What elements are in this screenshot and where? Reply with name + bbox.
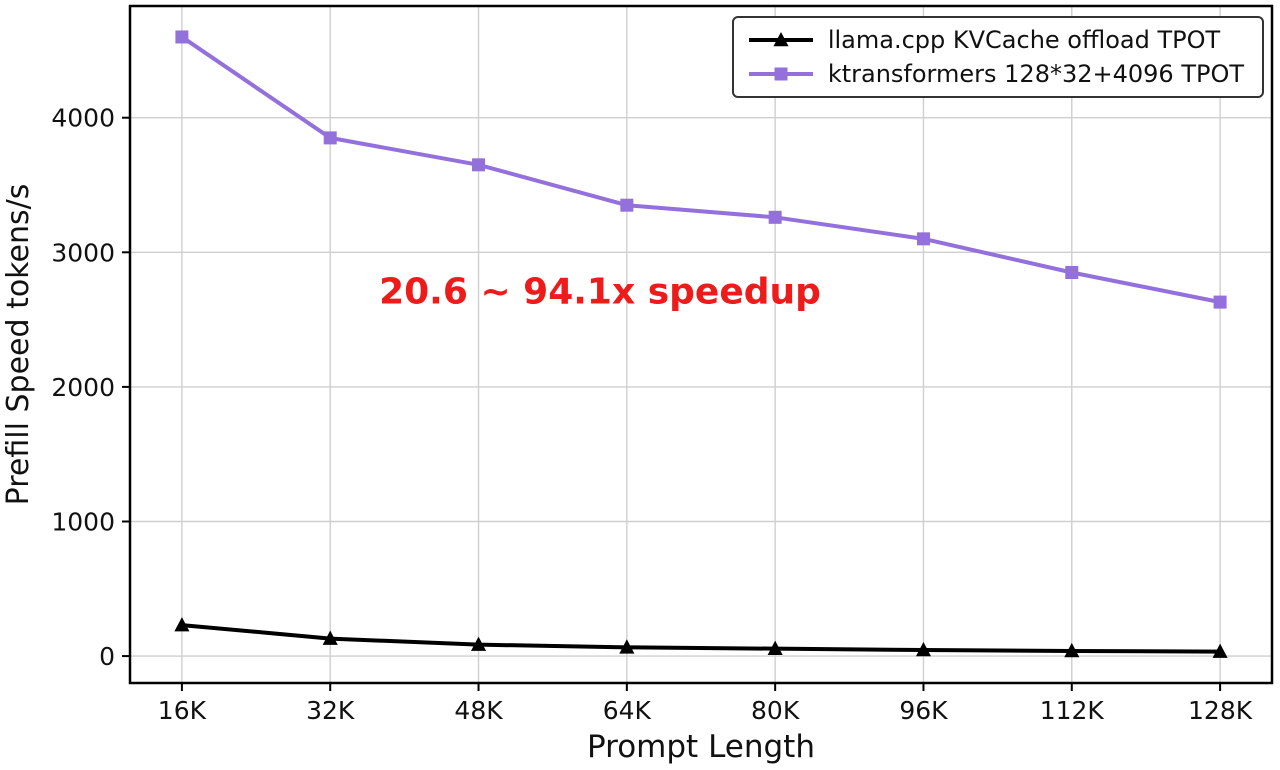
y-tick-label: 4000 (51, 104, 115, 133)
marker-square (323, 131, 337, 145)
marker-square (472, 158, 486, 172)
x-tick-label: 48K (454, 696, 503, 725)
marker-square (175, 30, 189, 44)
y-tick-label: 2000 (51, 373, 115, 402)
y-tick-label: 1000 (51, 507, 115, 536)
marker-triangle (619, 639, 635, 654)
marker-square (1213, 295, 1227, 309)
x-tick-label: 64K (603, 696, 652, 725)
legend-sample-line-icon (748, 67, 813, 81)
legend-entry-ktransformers: ktransformers 128*32+4096 TPOT (746, 60, 1244, 88)
marker-triangle (322, 630, 338, 645)
marker-triangle (767, 640, 783, 655)
series-line (179, 34, 1223, 305)
speedup-annotation: 20.6 ~ 94.1x speedup (379, 271, 821, 313)
x-tick-label: 16K (158, 696, 207, 725)
marker-triangle (174, 617, 190, 632)
chart-legend: llama.cpp KVCache offload TPOT ktransfor… (731, 16, 1264, 98)
x-tick-label: 96K (899, 696, 948, 725)
legend-entry-llamacpp: llama.cpp KVCache offload TPOT (746, 26, 1244, 54)
y-axis-label: Prefill Speed tokens/s (1, 184, 36, 506)
legend-sample-marker (773, 31, 789, 47)
legend-label: llama.cpp KVCache offload TPOT (827, 26, 1221, 54)
x-axis-label: Prompt Length (587, 729, 815, 765)
legend-sample-line-icon (748, 31, 813, 47)
x-tick-label: 128K (1188, 696, 1253, 725)
x-tick-label: 112K (1040, 696, 1105, 725)
marker-square (768, 210, 782, 224)
legend-label: ktransformers 128*32+4096 TPOT (827, 60, 1244, 88)
marker-triangle (470, 636, 487, 651)
marker-square (916, 232, 930, 246)
axes-frame (128, 4, 1274, 685)
x-tick-label: 80K (751, 696, 800, 725)
marker-square (620, 198, 634, 212)
marker-square (1065, 265, 1079, 279)
y-tick-label: 0 (99, 642, 115, 671)
series-line (179, 623, 1223, 654)
legend-sample-marker (774, 67, 788, 81)
marker-triangle (915, 641, 932, 657)
x-tick-label: 32K (306, 696, 355, 725)
marker-triangle (1212, 643, 1228, 658)
y-tick-label: 3000 (51, 238, 115, 267)
marker-triangle (1064, 642, 1080, 658)
